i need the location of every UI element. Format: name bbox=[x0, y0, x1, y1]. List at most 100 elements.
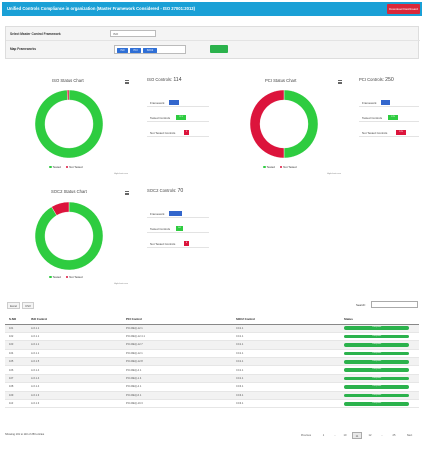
framework-form: Select Master Control Framework ISO Map … bbox=[5, 26, 420, 59]
pagination-previous[interactable]: Previous bbox=[300, 434, 312, 437]
table-cell: CC1.1 bbox=[232, 349, 340, 359]
not-tested-row: Not Tested Controls 6 bbox=[147, 239, 209, 248]
legend-item-not-tested[interactable]: Not Tested bbox=[65, 275, 83, 279]
column-header[interactable]: Status bbox=[340, 314, 419, 325]
table-cell: A.6.1.4 bbox=[27, 374, 122, 384]
chart-legend: Tested Not Tested bbox=[263, 165, 301, 169]
map-frameworks-multiselect[interactable]: ISO PCI SOC2 bbox=[114, 44, 186, 54]
donut-slice-tested[interactable] bbox=[34, 201, 104, 271]
search-input[interactable] bbox=[371, 301, 418, 308]
status-badge: Compliant bbox=[344, 334, 409, 339]
chart-title: ISO Status Chart bbox=[52, 78, 84, 83]
pagination-page[interactable]: 10 bbox=[343, 434, 347, 437]
soc2-donut-chart bbox=[34, 201, 104, 271]
excel-export-button[interactable]: Excel bbox=[7, 302, 20, 309]
map-frameworks-label: Map Frameworks bbox=[10, 46, 37, 51]
csv-export-button[interactable]: CSV bbox=[22, 302, 34, 309]
table-cell: A.6.1.3 bbox=[27, 391, 122, 401]
status-badge: Compliant bbox=[344, 343, 409, 347]
pagination-page: ... bbox=[333, 434, 337, 437]
submit-button[interactable] bbox=[210, 45, 228, 53]
controls-label: SOC2 Controls: bbox=[147, 188, 177, 193]
not-tested-bar: 1 bbox=[184, 129, 189, 135]
table-row: 107 A.6.1.4 PCI-REQ-1.4 CC1.1 Compliant bbox=[5, 374, 419, 384]
column-header[interactable]: S.NO bbox=[5, 314, 27, 325]
table-cell: CC1.1 bbox=[232, 340, 340, 350]
legend-item-tested[interactable]: Tested bbox=[49, 275, 61, 279]
table-cell: Compliant bbox=[340, 382, 419, 392]
chart-menu-icon[interactable] bbox=[125, 191, 129, 195]
framework-tag[interactable]: PCI bbox=[130, 47, 141, 53]
status-badge: Compliant bbox=[344, 401, 409, 406]
controls-label: PCI Controls: bbox=[359, 77, 384, 82]
legend-item-tested[interactable]: Tested bbox=[49, 165, 61, 169]
table-cell: A.6.1.3 bbox=[27, 399, 122, 409]
table-cell: Compliant bbox=[340, 324, 419, 333]
legend-dot-icon bbox=[49, 165, 52, 169]
legend-item-tested[interactable]: Tested bbox=[263, 165, 275, 169]
legend-dot-icon bbox=[65, 275, 69, 279]
donut-slice-not-tested[interactable] bbox=[51, 201, 70, 216]
controls-table: S.NO ISO Control PCI Control SOC2 Contro… bbox=[5, 314, 419, 409]
chart-legend: Tested Not Tested bbox=[49, 165, 87, 169]
master-framework-select[interactable]: ISO bbox=[110, 30, 156, 37]
donut-slice-not-tested[interactable] bbox=[66, 89, 70, 101]
legend-dot-icon bbox=[49, 275, 52, 279]
legend-dot-icon bbox=[263, 165, 266, 169]
column-header[interactable]: SOC2 Control bbox=[232, 314, 340, 325]
legend-label: Tested bbox=[52, 275, 61, 279]
tested-row: Tested Controls 125 bbox=[359, 113, 419, 122]
status-badge: Compliant bbox=[344, 326, 409, 330]
table-cell: PCI-REQ-12.1 bbox=[122, 324, 232, 333]
soc2-controls-title: SOC2 Controls: 70 bbox=[147, 188, 183, 194]
framework-tag[interactable]: SOC2 bbox=[143, 47, 157, 53]
chart-menu-icon[interactable] bbox=[125, 80, 129, 84]
table-cell: CC1.1 bbox=[232, 332, 340, 342]
controls-label: ISO Controls: bbox=[147, 77, 173, 82]
table-cell: Compliant bbox=[340, 391, 419, 401]
status-badge: Compliant bbox=[344, 385, 409, 389]
download-dashboard-button[interactable]: Download Dashboard bbox=[387, 4, 420, 14]
table-cell: 104 bbox=[5, 349, 27, 359]
table-cell: CC1.1 bbox=[232, 357, 340, 367]
table-cell: A.6.1.4 bbox=[27, 365, 122, 375]
column-header[interactable]: ISO Control bbox=[27, 314, 122, 325]
legend-label: Not Tested bbox=[69, 165, 83, 169]
table-cell: 105 bbox=[5, 357, 27, 367]
pagination-page[interactable]: 12 bbox=[368, 434, 372, 437]
pci-controls-title: PCI Controls: 250 bbox=[359, 77, 394, 83]
legend-item-not-tested[interactable]: Not Tested bbox=[279, 165, 297, 169]
table-cell: Compliant bbox=[340, 357, 419, 367]
table-cell: Compliant bbox=[340, 349, 419, 359]
pagination-next[interactable]: Next bbox=[406, 434, 413, 437]
table-cell: 109 bbox=[5, 391, 27, 401]
tested-bar: 64 bbox=[176, 225, 183, 231]
pagination-page[interactable]: 1 bbox=[322, 434, 325, 437]
table-cell: CC1.1 bbox=[232, 365, 340, 375]
table-cell: A.6.1.5 bbox=[27, 357, 122, 367]
pagination-page[interactable]: 11 bbox=[352, 432, 362, 439]
pagination-page: ... bbox=[380, 434, 384, 437]
iso-donut-chart bbox=[34, 89, 104, 159]
column-header[interactable]: PCI Control bbox=[122, 314, 232, 325]
chart-menu-icon[interactable] bbox=[338, 80, 342, 84]
donut-slice-tested[interactable] bbox=[283, 89, 319, 159]
table-row: 104 A.6.1.1 PCI-REQ-12.1 CC1.1 Compliant bbox=[5, 349, 419, 359]
table-cell: 101 bbox=[5, 324, 27, 333]
donut-slice-not-tested[interactable] bbox=[249, 89, 285, 159]
table-cell: A.6.1.1 bbox=[27, 324, 122, 333]
chart-title: SOC2 Status Chart bbox=[51, 189, 87, 194]
pci-donut-chart bbox=[249, 89, 319, 159]
framework-tag[interactable]: ISO bbox=[117, 47, 128, 53]
chart-credit: Highcharts.com bbox=[327, 173, 341, 175]
table-cell: 103 bbox=[5, 340, 27, 350]
table-row: 101 A.6.1.1 PCI-REQ-12.1 CC1.1 Compliant bbox=[5, 324, 419, 333]
pagination-page[interactable]: 25 bbox=[392, 434, 396, 437]
status-badge: Compliant bbox=[344, 376, 409, 381]
donut-slice-tested[interactable] bbox=[34, 89, 104, 159]
legend-item-not-tested[interactable]: Not Tested bbox=[65, 165, 83, 169]
table-cell: 106 bbox=[5, 365, 27, 375]
status-badge: Compliant bbox=[344, 368, 409, 372]
table-cell: Compliant bbox=[340, 332, 419, 342]
legend-label: Not Tested bbox=[69, 275, 83, 279]
